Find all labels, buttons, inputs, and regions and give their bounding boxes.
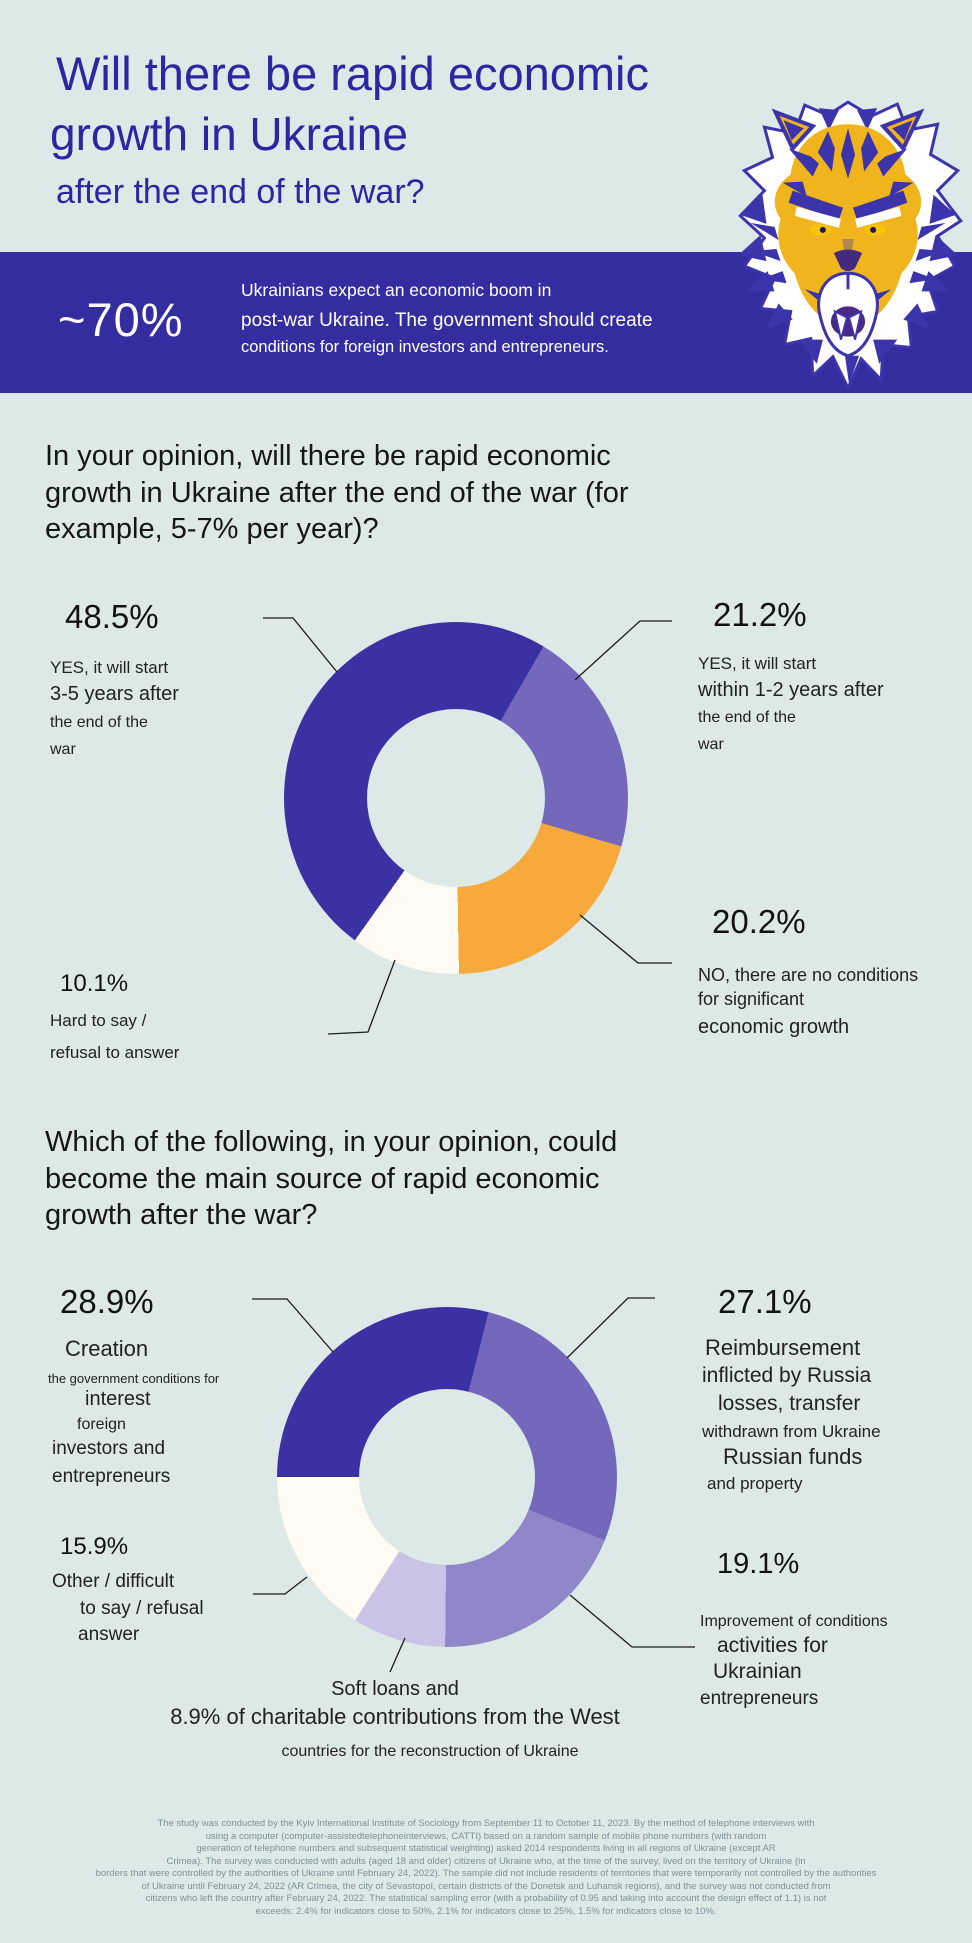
- question-2-line-2: become the main source of rapid economic: [45, 1162, 600, 1195]
- callout-improvement: 19.1% Improvement of conditions activiti…: [700, 1548, 888, 1710]
- callout-yes-3-5-years: 48.5% YES, it will start 3-5 years after…: [50, 598, 179, 759]
- donut-chart-growth-source: [277, 1307, 617, 1647]
- callout-line: Russian funds: [723, 1444, 863, 1469]
- callout-line: entrepreneurs: [700, 1688, 819, 1709]
- stat-text-line-2: post-war Ukraine. The government should …: [241, 310, 653, 332]
- callout-line: Creation: [65, 1336, 149, 1361]
- callout-line: Reimbursement: [705, 1335, 861, 1360]
- callout-hard-to-say: 10.1% Hard to say / refusal to answer: [50, 970, 179, 1063]
- callout-pct: 10.1%: [60, 970, 129, 997]
- page-title: Will there be rapid economic growth in U…: [50, 47, 649, 211]
- footnote-line: generation of telephone numbers and subs…: [196, 1843, 776, 1855]
- callout-pct: 28.9%: [60, 1283, 154, 1320]
- title-line-1: Will there be rapid economic: [56, 47, 649, 100]
- callout-line: and property: [707, 1474, 803, 1493]
- stat-text-line-3: conditions for foreign investors and ent…: [241, 338, 609, 357]
- question-1-line-3: example, 5-7% per year)?: [45, 513, 379, 546]
- question-2-line-1: Which of the following, in your opinion,…: [45, 1126, 618, 1158]
- question-2: Which of the following, in your opinion,…: [45, 1124, 617, 1234]
- callout-line: losses, transfer: [718, 1392, 861, 1415]
- callout-line: refusal to answer: [50, 1043, 180, 1062]
- callout-pct: 27.1%: [718, 1283, 812, 1320]
- callout-line: entrepreneurs: [52, 1466, 171, 1487]
- callout-line: withdrawn from Ukraine: [702, 1422, 881, 1441]
- callout-line: interest: [85, 1388, 151, 1410]
- callout-soft-loans: Soft loans and 8.9% of charitable contri…: [160, 1678, 630, 1761]
- question-1: In your opinion, will there be rapid eco…: [45, 438, 629, 548]
- callout-line: Soft loans and: [331, 1678, 459, 1700]
- callout-line: activities for: [717, 1634, 828, 1657]
- footnote-line: borders that were controlled by the auth…: [95, 1868, 877, 1880]
- callout-line: inflicted by Russia: [702, 1364, 872, 1387]
- question-1-line-2: growth in Ukraine after the end of the w…: [45, 476, 629, 509]
- footnote-line: The study was conducted by the Kyiv Inte…: [157, 1818, 815, 1829]
- question-1-line-1: In your opinion, will there be rapid eco…: [45, 440, 611, 472]
- callout-line: Hard to say /: [50, 1011, 147, 1030]
- callout-pct: 15.9%: [60, 1533, 129, 1560]
- donut-chart-growth-timing: [284, 622, 628, 974]
- stat-text-line-1: Ukrainians expect an economic boom in: [241, 280, 552, 300]
- callout-line: Other / difficult: [52, 1571, 175, 1592]
- callout-line: foreign: [77, 1416, 126, 1433]
- callout-line: YES, it will start: [698, 654, 817, 673]
- title-line-2: growth in Ukraine: [50, 108, 408, 160]
- callout-line: Improvement of conditions: [700, 1613, 888, 1630]
- footnote-line: citizens who left the country after Febr…: [145, 1893, 827, 1905]
- tiger-logo-icon: [738, 100, 963, 392]
- callout-line: answer: [78, 1624, 140, 1645]
- footnote-line: exceeds: 2.4% for indicators close to 50…: [255, 1905, 717, 1917]
- title-line-3: after the end of the war?: [56, 173, 425, 211]
- callout-line: to say / refusal: [80, 1598, 204, 1619]
- callout-reimbursement: 27.1% Reimbursement inflicted by Russia …: [700, 1283, 881, 1494]
- callout-line: the government conditions for: [48, 1371, 220, 1386]
- callout-line: 8.9% of charitable contributions from th…: [170, 1704, 620, 1729]
- callout-pct: 19.1%: [717, 1548, 800, 1580]
- callout-yes-1-2-years: 21.2% YES, it will start within 1-2 year…: [698, 596, 884, 754]
- callout-line: 3-5 years after: [50, 683, 179, 705]
- stat-description: Ukrainians expect an economic boom in po…: [241, 278, 741, 359]
- question-2-line-3: growth after the war?: [45, 1199, 318, 1232]
- methodology-footnote: The study was conducted by the Kyiv Inte…: [36, 1818, 936, 1918]
- callout-creation-conditions: 28.9% Creation the government conditions…: [48, 1283, 219, 1488]
- footnote-line: of Ukraine until February 24, 2022 (AR C…: [141, 1880, 831, 1892]
- callout-pct: 21.2%: [713, 596, 807, 633]
- callout-line: for significant: [698, 989, 805, 1009]
- callout-no-conditions: 20.2% NO, there are no conditions for si…: [698, 903, 918, 1039]
- callout-line: NO, there are no conditions: [698, 965, 919, 985]
- footnote-line: using a computer (computer-assistedtelep…: [205, 1830, 767, 1842]
- callout-line: economic growth: [698, 1016, 850, 1038]
- callout-line: the end of the: [50, 714, 148, 731]
- callout-line: countries for the reconstruction of Ukra…: [281, 1743, 579, 1760]
- callout-line: war: [698, 736, 724, 753]
- callout-line: within 1-2 years after: [698, 679, 884, 701]
- callout-pct: 48.5%: [65, 598, 159, 635]
- callout-line: investors and: [52, 1438, 166, 1459]
- callout-other: 15.9% Other / difficult to say / refusal…: [52, 1533, 204, 1646]
- callout-line: Ukrainian: [713, 1660, 802, 1683]
- callout-line: war: [50, 741, 76, 758]
- callout-line: the end of the: [698, 709, 796, 726]
- stat-value: ~70%: [58, 293, 184, 346]
- callout-pct: 20.2%: [712, 903, 806, 940]
- footnote-line: Crimea). The survey was conducted with a…: [166, 1855, 806, 1867]
- callout-line: YES, it will start: [50, 658, 169, 677]
